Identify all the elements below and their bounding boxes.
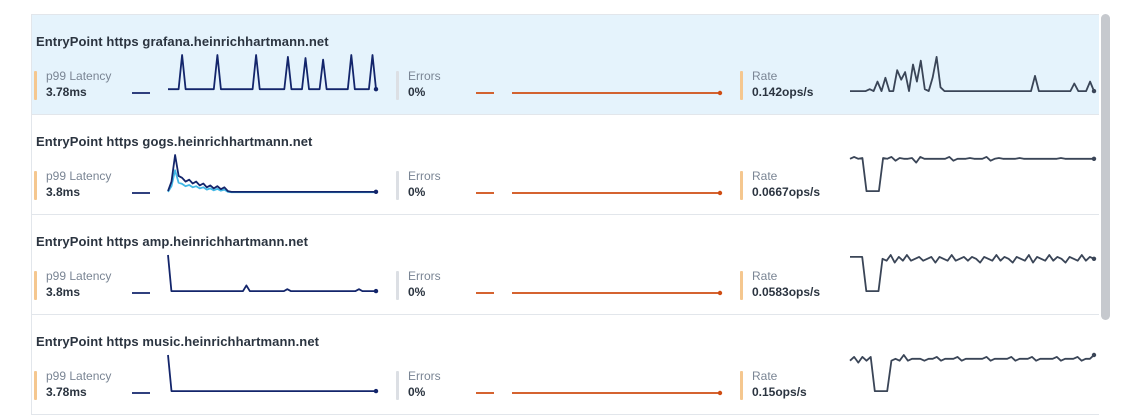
errors-label: Errors: [408, 169, 441, 183]
rate-indicator: [740, 71, 743, 100]
errors-label: Errors: [408, 369, 441, 383]
rate-value: 0.142ops/s: [752, 85, 814, 99]
latency-secondary-line: [167, 169, 376, 194]
errors-value: 0%: [408, 185, 426, 199]
rate-sparkline: [850, 56, 1097, 94]
rate-line-end-dot: [1091, 156, 1097, 161]
rate-sparkline: [849, 156, 1097, 192]
errors-line-end-dot: [717, 390, 723, 396]
errors-sparkline: [476, 390, 723, 396]
errors-indicator: [396, 71, 399, 100]
rate-indicator: [740, 171, 743, 200]
latency-indicator: [34, 171, 37, 200]
rate-line: [850, 56, 1095, 92]
latency-line: [167, 154, 376, 193]
latency-line: [167, 254, 376, 292]
latency-line-end-dot: [373, 288, 379, 294]
entrypoint-row[interactable]: EntryPoint https grafana.heinrichhartman…: [31, 15, 1099, 115]
rate-line: [849, 156, 1094, 192]
latency-indicator: [34, 71, 37, 100]
latency-value: 3.8ms: [46, 185, 81, 199]
rate-indicator: [740, 271, 743, 300]
rate-label: Rate: [752, 169, 778, 183]
errors-sparkline: [476, 290, 723, 296]
errors-label: Errors: [408, 269, 441, 283]
latency-sparkline: [132, 354, 379, 394]
rate-value: 0.15ops/s: [752, 385, 807, 399]
errors-indicator: [396, 271, 399, 300]
entrypoint-title: EntryPoint https grafana.heinrichhartman…: [36, 34, 329, 49]
errors-sparkline: [476, 190, 723, 196]
latency-indicator: [34, 271, 37, 300]
latency-label: p99 Latency: [46, 369, 112, 383]
entrypoint-row[interactable]: EntryPoint https amp.heinrichhartmann.ne…: [31, 215, 1099, 315]
entrypoint-row[interactable]: EntryPoint https music.heinrichhartmann.…: [31, 315, 1099, 415]
latency-sparkline: [132, 154, 379, 195]
errors-label: Errors: [408, 69, 441, 83]
errors-value: 0%: [408, 85, 426, 99]
errors-indicator: [396, 171, 399, 200]
latency-value: 3.78ms: [46, 385, 87, 399]
rate-line-end-dot: [1091, 88, 1097, 94]
errors-value: 0%: [408, 285, 426, 299]
rate-value: 0.0583ops/s: [752, 285, 821, 299]
rate-line: [850, 254, 1095, 292]
errors-line-end-dot: [717, 190, 723, 196]
latency-label: p99 Latency: [46, 169, 112, 183]
rate-line-end-dot: [1091, 352, 1097, 358]
rate-sparkline: [849, 352, 1097, 392]
rate-label: Rate: [752, 69, 778, 83]
rate-label: Rate: [752, 369, 778, 383]
rate-line: [849, 354, 1095, 392]
latency-indicator: [34, 371, 37, 400]
latency-label: p99 Latency: [46, 269, 112, 283]
entrypoint-title: EntryPoint https gogs.heinrichhartmann.n…: [36, 134, 313, 149]
latency-line: [168, 54, 377, 91]
errors-value: 0%: [408, 385, 426, 399]
latency-line-end-dot: [373, 388, 379, 394]
errors-sparkline: [476, 90, 723, 96]
latency-label: p99 Latency: [46, 69, 112, 83]
latency-line-end-dot: [373, 189, 379, 195]
rate-value: 0.0667ops/s: [752, 185, 821, 199]
rate-indicator: [740, 371, 743, 400]
latency-line: [167, 354, 376, 392]
rate-label: Rate: [752, 269, 778, 283]
errors-line-end-dot: [717, 290, 723, 296]
errors-line-end-dot: [717, 90, 723, 96]
entrypoint-title: EntryPoint https music.heinrichhartmann.…: [36, 334, 320, 349]
entrypoint-row[interactable]: EntryPoint https gogs.heinrichhartmann.n…: [31, 115, 1099, 215]
latency-sparkline: [132, 54, 379, 94]
rate-line-end-dot: [1091, 256, 1097, 261]
latency-line-end-dot: [373, 87, 379, 92]
errors-indicator: [396, 371, 399, 400]
latency-sparkline: [132, 254, 379, 294]
rate-sparkline: [850, 254, 1097, 292]
latency-value: 3.78ms: [46, 85, 87, 99]
latency-value: 3.8ms: [46, 285, 81, 299]
scrollbar-thumb[interactable]: [1101, 14, 1110, 320]
entrypoint-list: EntryPoint https grafana.heinrichhartman…: [31, 14, 1099, 415]
entrypoint-title: EntryPoint https amp.heinrichhartmann.ne…: [36, 234, 309, 249]
